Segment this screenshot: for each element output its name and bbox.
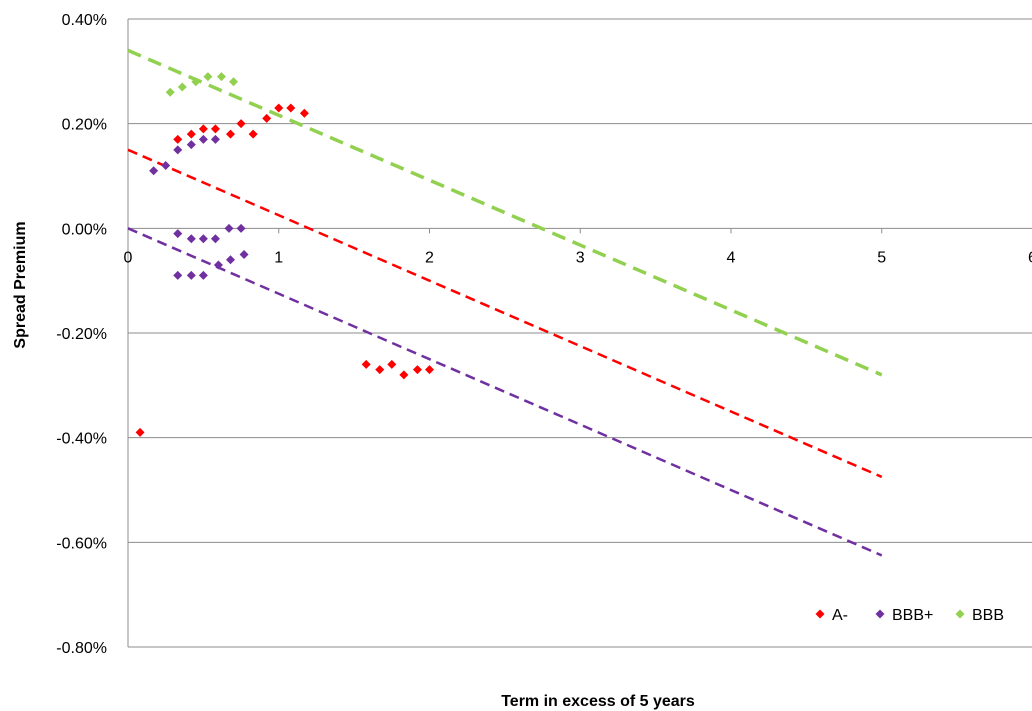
data-points bbox=[135, 72, 434, 437]
y-tick-label: 0.00% bbox=[62, 221, 107, 238]
data-point bbox=[161, 161, 171, 171]
y-tick-label: 0.40% bbox=[62, 12, 107, 29]
data-point bbox=[186, 129, 196, 139]
data-point bbox=[210, 134, 220, 144]
x-tick-label: 5 bbox=[877, 249, 886, 266]
trendline-bbb-minusplus bbox=[127, 227, 883, 557]
data-point bbox=[224, 223, 234, 233]
data-point bbox=[299, 108, 309, 118]
data-point bbox=[236, 223, 246, 233]
data-point bbox=[425, 365, 434, 375]
data-point bbox=[186, 234, 196, 244]
data-point bbox=[387, 359, 397, 369]
data-point bbox=[412, 365, 422, 375]
data-point bbox=[165, 87, 175, 97]
gridlines bbox=[128, 18, 1032, 648]
x-axis-title: Term in excess of 5 years bbox=[501, 693, 695, 710]
data-point bbox=[198, 134, 208, 144]
data-point bbox=[210, 124, 220, 134]
data-point bbox=[229, 77, 239, 87]
data-point bbox=[135, 427, 145, 437]
legend-label: A- bbox=[832, 607, 848, 624]
data-point bbox=[216, 72, 226, 82]
data-point bbox=[399, 370, 409, 380]
data-point bbox=[149, 166, 159, 176]
data-point bbox=[226, 255, 236, 265]
y-tick-label: -0.40% bbox=[56, 431, 107, 448]
data-point bbox=[173, 270, 183, 280]
data-point bbox=[173, 134, 183, 144]
data-point bbox=[186, 140, 196, 150]
data-point bbox=[177, 82, 187, 92]
legend-marker bbox=[955, 609, 965, 619]
legend: A- BBB+ BBB bbox=[815, 607, 1004, 624]
data-point bbox=[361, 359, 371, 369]
legend-marker bbox=[875, 609, 885, 619]
y-tick-label: -0.60% bbox=[56, 535, 107, 552]
data-point bbox=[210, 234, 220, 244]
data-point bbox=[213, 260, 223, 270]
x-tick-label: 3 bbox=[576, 249, 585, 266]
data-point bbox=[203, 72, 213, 82]
trendline-bbb bbox=[127, 48, 883, 377]
data-point bbox=[198, 124, 208, 134]
data-point bbox=[375, 365, 385, 375]
trendlines bbox=[127, 48, 883, 557]
data-point bbox=[274, 103, 284, 113]
data-point bbox=[191, 77, 201, 87]
data-point bbox=[173, 229, 183, 239]
x-tick-label: 0 bbox=[124, 249, 133, 266]
trendline-a-minus bbox=[127, 148, 883, 479]
axes bbox=[127, 19, 1032, 647]
data-point bbox=[239, 250, 249, 259]
x-tick-label: 1 bbox=[274, 249, 283, 266]
x-tick-label: 4 bbox=[727, 249, 736, 266]
data-point bbox=[286, 103, 296, 113]
data-point bbox=[198, 234, 208, 244]
y-tick-label: -0.20% bbox=[56, 326, 107, 343]
data-point bbox=[226, 129, 236, 139]
legend-marker bbox=[815, 609, 825, 619]
data-point bbox=[262, 113, 272, 123]
legend-label: BBB+ bbox=[892, 607, 933, 624]
legend-label: BBB bbox=[972, 607, 1004, 624]
tick-labels: 0.40% 0.20% 0.00% -0.20% -0.40% -0.60% -0.80% 0… bbox=[56, 12, 1032, 657]
data-point bbox=[236, 119, 246, 129]
y-tick-label: 0.20% bbox=[62, 117, 107, 134]
x-tick-label: 6 bbox=[1028, 249, 1032, 266]
data-point bbox=[248, 129, 258, 139]
data-point bbox=[186, 270, 196, 280]
y-axis-title: Spread Premium bbox=[12, 221, 29, 348]
x-tick-label: 2 bbox=[425, 249, 434, 266]
data-point bbox=[173, 145, 183, 155]
y-tick-label: -0.80% bbox=[56, 640, 107, 657]
data-point bbox=[198, 270, 208, 280]
